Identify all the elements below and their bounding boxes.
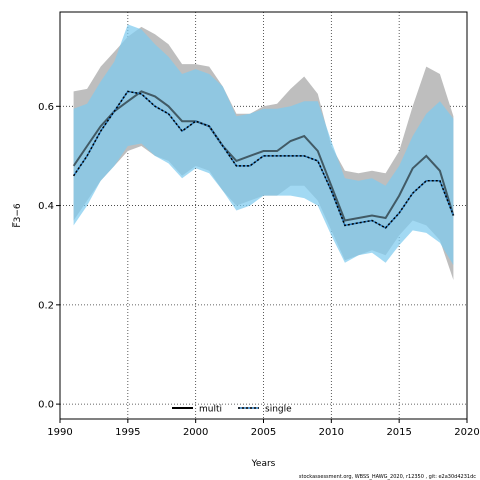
y-tick-label: 0.0: [38, 400, 54, 411]
confidence-bands: [73, 24, 454, 281]
series-line-single-dots: [72, 90, 455, 229]
x-tick-label: 2000: [183, 427, 208, 438]
x-tick-label: 1990: [47, 427, 72, 438]
y-axis-title: F̅3−6: [11, 203, 23, 227]
x-tick-label: 2005: [251, 427, 276, 438]
y-tick-label: 0.4: [38, 201, 54, 212]
footer-text: stockassessment.org, WBSS_HAWG_2020, r12…: [299, 474, 476, 480]
x-axis-title: Years: [251, 459, 276, 469]
axes: 1990 1995 2000 2005 2010 2015 2020 0.0 0.2 0.4 0.6: [38, 102, 480, 438]
x-tick-label: 2020: [454, 427, 479, 438]
x-tick-label: 1995: [115, 427, 140, 438]
x-tick-label: 2015: [386, 427, 411, 438]
y-tick-label: 0.6: [38, 102, 54, 113]
x-tick-label: 2010: [319, 427, 344, 438]
legend-label-single: single: [265, 405, 292, 415]
confidence-band-single: [73, 24, 454, 266]
series-lines: [72, 90, 455, 229]
y-tick-label: 0.2: [38, 300, 54, 311]
series-line-multi: [72, 90, 455, 222]
legend-label-multi: multi: [199, 405, 222, 415]
legend: multi single: [172, 405, 292, 415]
